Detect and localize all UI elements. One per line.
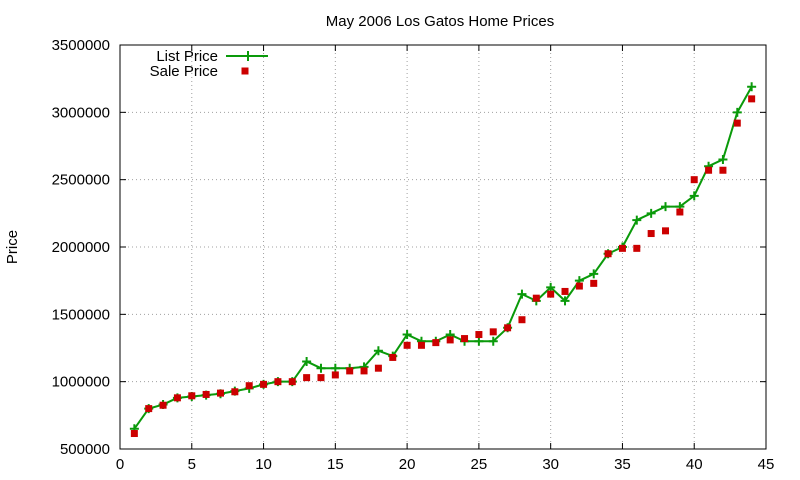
list-price-point — [646, 208, 656, 218]
sale-price-point — [231, 388, 239, 396]
sale-price-point — [274, 378, 282, 386]
sale-price-point — [331, 371, 339, 379]
legend-marker-sale-price — [241, 67, 249, 75]
sale-price-point — [561, 287, 569, 295]
x-tick-label: 35 — [614, 456, 631, 473]
sale-price-point — [575, 282, 583, 290]
y-axis-label: Price — [4, 230, 21, 264]
legend: List Price Sale Price — [150, 48, 268, 80]
sale-price-point — [633, 244, 641, 252]
sale-price-point — [604, 250, 612, 258]
x-tick-label: 25 — [471, 456, 488, 473]
list-price-point — [632, 215, 642, 225]
sale-price-point — [374, 364, 382, 372]
sale-price-point — [188, 392, 196, 400]
list-price-point — [747, 82, 757, 92]
axis-ticks: 0 5 10 15 20 25 30 35 40 45 500000 1000000 1500000 20… — [52, 37, 775, 473]
sale-price-point — [317, 374, 325, 382]
sale-price-point — [202, 390, 210, 398]
list-price-point — [661, 202, 671, 212]
sale-price-point — [461, 335, 469, 343]
sale-price-point — [346, 367, 354, 375]
list-price-point — [302, 356, 312, 366]
sale-price-point — [733, 119, 741, 127]
sale-price-point — [216, 389, 224, 397]
y-tick-label: 1500000 — [52, 306, 110, 323]
x-tick-label: 15 — [327, 456, 344, 473]
sale-price-point — [662, 227, 670, 235]
sale-price-point — [260, 380, 268, 388]
legend-marker-list-price — [243, 51, 253, 61]
sale-price-point — [446, 336, 454, 344]
list-price-point — [474, 336, 484, 346]
list-price-point — [402, 330, 412, 340]
x-tick-label: 40 — [686, 456, 703, 473]
grid — [120, 45, 766, 449]
sale-price-point — [590, 279, 598, 287]
sale-price-point — [518, 316, 526, 324]
sale-price-point — [719, 166, 727, 174]
list-price-point — [517, 289, 527, 299]
y-tick-label: 3000000 — [52, 104, 110, 121]
sale-price-point — [145, 405, 153, 413]
sale-price-point — [303, 374, 311, 382]
sale-price-point — [504, 324, 512, 332]
x-tick-label: 30 — [542, 456, 559, 473]
legend-label-sale-price: Sale Price — [150, 63, 218, 80]
sale-price-point — [389, 353, 397, 361]
chart-title: May 2006 Los Gatos Home Prices — [326, 13, 554, 30]
y-tick-label: 1000000 — [52, 374, 110, 391]
y-tick-label: 500000 — [60, 441, 110, 458]
sale-price-point — [432, 339, 440, 347]
list-price-point — [732, 107, 742, 117]
list-price-point — [718, 154, 728, 164]
x-tick-label: 45 — [758, 456, 775, 473]
list-price-point — [373, 346, 383, 356]
plot-frame — [119, 44, 767, 450]
sale-price-point — [676, 208, 684, 216]
legend-label-list-price: List Price — [156, 48, 218, 65]
sale-price-point — [547, 290, 555, 298]
x-tick-label: 5 — [188, 456, 196, 473]
x-tick-label: 10 — [255, 456, 272, 473]
sale-price-point — [618, 244, 626, 252]
sale-price-point — [130, 430, 138, 438]
series-line-list-price — [133, 86, 753, 430]
x-tick-label: 20 — [399, 456, 416, 473]
sale-price-point — [705, 166, 713, 174]
list-price-point — [589, 269, 599, 279]
sale-price-point — [690, 176, 698, 184]
y-tick-label: 2500000 — [52, 172, 110, 189]
sale-price-point — [532, 294, 540, 302]
sale-price-point — [403, 341, 411, 349]
y-tick-label: 3500000 — [52, 37, 110, 54]
series-layer — [129, 82, 757, 438]
sale-price-point — [417, 341, 425, 349]
sale-price-point — [748, 95, 756, 103]
list-price-point — [316, 363, 326, 373]
list-price-point — [560, 296, 570, 306]
sale-price-point — [475, 331, 483, 339]
list-price-point — [488, 336, 498, 346]
x-tick-label: 0 — [116, 456, 124, 473]
sale-price-point — [360, 367, 368, 375]
sale-price-point — [173, 394, 181, 402]
sale-price-point — [159, 401, 167, 409]
list-price-point — [546, 282, 556, 292]
y-tick-label: 2000000 — [52, 239, 110, 256]
sale-price-point — [245, 382, 253, 390]
sale-price-point — [647, 230, 655, 238]
sale-price-point — [489, 328, 497, 336]
list-price-point — [689, 191, 699, 201]
list-price-point — [330, 363, 340, 373]
sale-price-point — [288, 378, 296, 386]
